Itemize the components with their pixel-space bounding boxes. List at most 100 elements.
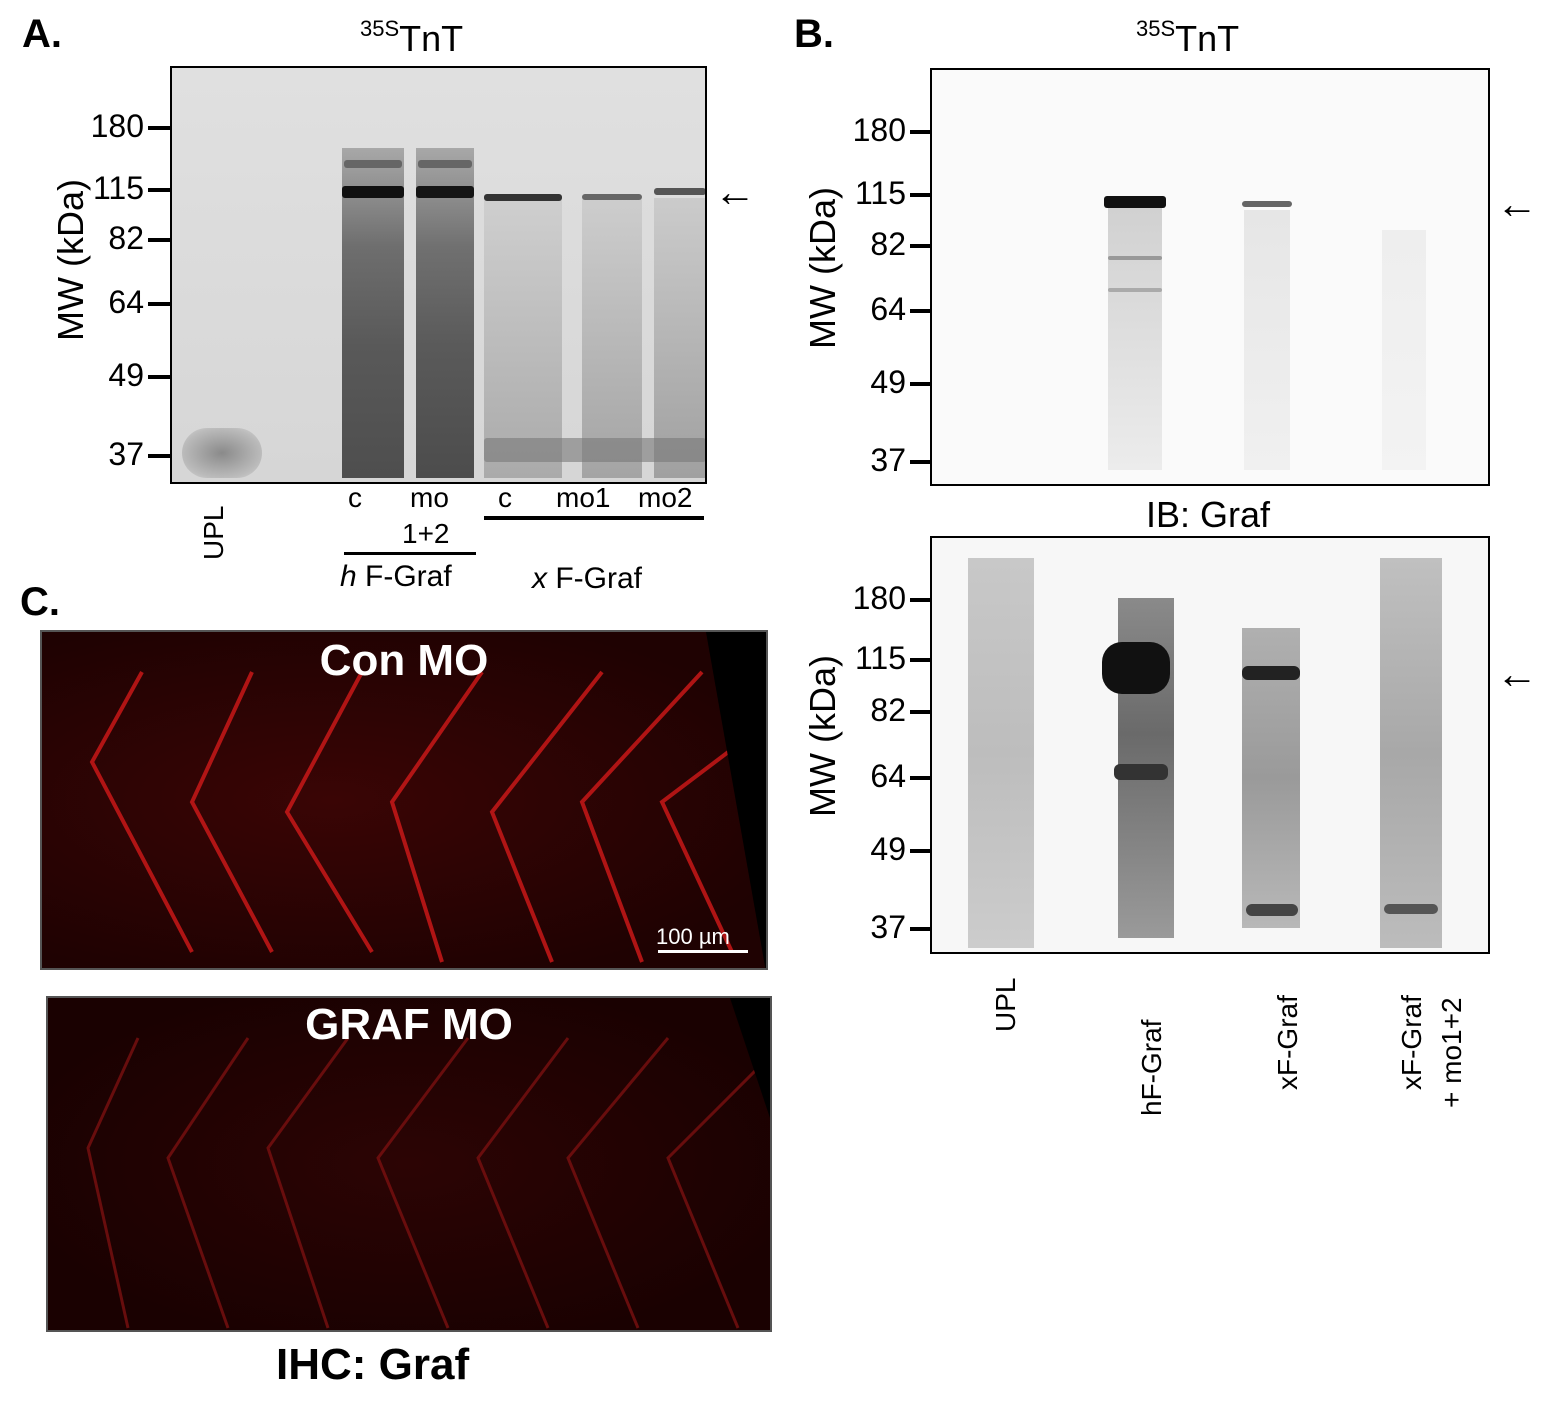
image-corner	[706, 632, 766, 968]
graf-mo-title: GRAF MO	[305, 1000, 513, 1049]
tick-label: 49	[870, 831, 906, 867]
tick-label: 82	[108, 220, 144, 256]
panel-b-letter: B.	[794, 12, 834, 56]
panel-b-title-main: TnT	[1175, 18, 1240, 59]
image-corner	[730, 998, 770, 1118]
gel-lane-h-mo	[416, 148, 474, 478]
gel-lane-xf-mo	[1382, 230, 1426, 470]
gel-band	[1384, 904, 1438, 914]
gel-band	[344, 160, 402, 168]
tick-mark	[148, 454, 172, 458]
tick-mark	[910, 130, 934, 134]
lane-label-h-mo-sub: 1+2	[402, 518, 450, 549]
tick-mark	[148, 188, 172, 192]
tick-label: 64	[870, 291, 906, 327]
gel-lane-h-c	[342, 148, 404, 478]
tick-label: 180	[852, 580, 906, 616]
tick-mark	[910, 710, 934, 714]
con-mo-title: Con MO	[319, 636, 489, 685]
tick-mark	[910, 658, 934, 662]
tick-label: 180	[90, 108, 144, 144]
ihc-label: IHC: Graf	[276, 1340, 470, 1389]
group-label-x-rest: F-Graf	[547, 562, 642, 595]
panel-a-gel	[170, 66, 707, 484]
scale-bar	[658, 950, 748, 953]
tick-mark	[910, 598, 934, 602]
tick-mark	[910, 460, 934, 464]
gel-band	[1114, 764, 1168, 780]
tick-mark	[148, 238, 172, 242]
gel-lane-x-mo2	[654, 198, 705, 478]
gel-band	[654, 188, 705, 195]
gel-band	[418, 160, 472, 168]
lane-label-upl: UPL	[198, 505, 229, 560]
tick-mark	[910, 244, 934, 248]
gel-band	[582, 194, 642, 200]
gel-lane-hf	[1108, 200, 1162, 470]
group-label-x-italic: x	[532, 562, 547, 595]
group-line-x	[484, 516, 704, 520]
tick-label: 37	[108, 436, 144, 472]
gel-lane-upl	[968, 558, 1034, 948]
gel-lane-xf	[1244, 210, 1290, 470]
panel-c-letter: C.	[20, 580, 60, 624]
lane-label-x-mo1: mo1	[556, 482, 611, 513]
tick-label: 82	[870, 226, 906, 262]
gel-band	[1242, 201, 1292, 207]
panel-b-upper-arrow: ←	[1496, 180, 1538, 227]
gel-lane-x-mo1	[582, 198, 642, 478]
tick-mark	[910, 927, 934, 931]
tick-label: 37	[870, 909, 906, 945]
lane-label-hf-graf: hF-Graf	[1136, 1019, 1167, 1116]
panel-b-upper-gel	[930, 68, 1490, 486]
lane-label-x-mo2: mo2	[638, 482, 693, 513]
panel-b-ib-label: IB: Graf	[1146, 494, 1271, 535]
lane-label-h-c: c	[348, 482, 362, 513]
tick-mark	[910, 309, 934, 313]
lane-label-x-c: c	[498, 482, 512, 513]
group-line-h	[344, 552, 476, 555]
tick-mark	[910, 849, 934, 853]
chevron-stripes	[86, 1037, 770, 1329]
scale-bar-label: 100 µm	[656, 924, 730, 949]
tick-label: 115	[92, 170, 144, 206]
con-mo-image: Con MO 100 µm	[40, 630, 768, 970]
lane-label-upl: UPL	[990, 977, 1021, 1032]
tick-label: 64	[108, 284, 144, 320]
panel-a-title: 35STnT	[360, 16, 464, 60]
gel-lane-x-c	[484, 198, 562, 478]
lane-label-xf-graf: xF-Graf	[1272, 995, 1303, 1090]
panel-a-title-isotope: 35S	[360, 16, 400, 41]
panel-b-lower-gel	[930, 536, 1490, 954]
tick-mark	[148, 126, 172, 130]
lane-label-mo12: + mo1+2	[1436, 997, 1467, 1108]
panel-b-lower-arrow: ←	[1496, 650, 1538, 697]
tick-label: 82	[870, 692, 906, 728]
tick-label: 115	[854, 175, 906, 211]
gel-band	[1242, 666, 1300, 680]
lane-label-h-mo: mo	[410, 482, 449, 513]
panel-b-title-isotope: 35S	[1136, 16, 1176, 41]
gel-band	[1102, 642, 1170, 694]
tick-mark	[910, 193, 934, 197]
group-label-h-rest: F-Graf	[356, 560, 452, 593]
tick-label: 64	[870, 758, 906, 794]
tick-label: 180	[852, 112, 906, 148]
gel-band	[1104, 196, 1166, 208]
gel-lane-upl	[182, 428, 262, 478]
tick-mark	[148, 302, 172, 306]
gel-band	[1108, 256, 1162, 260]
chevron-stripes	[89, 670, 766, 963]
gel-band	[1108, 288, 1162, 292]
graf-mo-image: GRAF MO	[46, 996, 772, 1332]
tick-label: 49	[108, 357, 144, 393]
gel-band	[416, 186, 474, 198]
tick-label: 115	[854, 640, 906, 676]
lane-label-xf-graf-mo: xF-Graf	[1396, 995, 1427, 1090]
group-label-h-italic: h	[340, 560, 357, 593]
panel-a-title-main: TnT	[399, 18, 464, 59]
tick-mark	[148, 375, 172, 379]
tick-label: 49	[870, 364, 906, 400]
tick-label: 37	[870, 442, 906, 478]
tick-mark	[910, 382, 934, 386]
